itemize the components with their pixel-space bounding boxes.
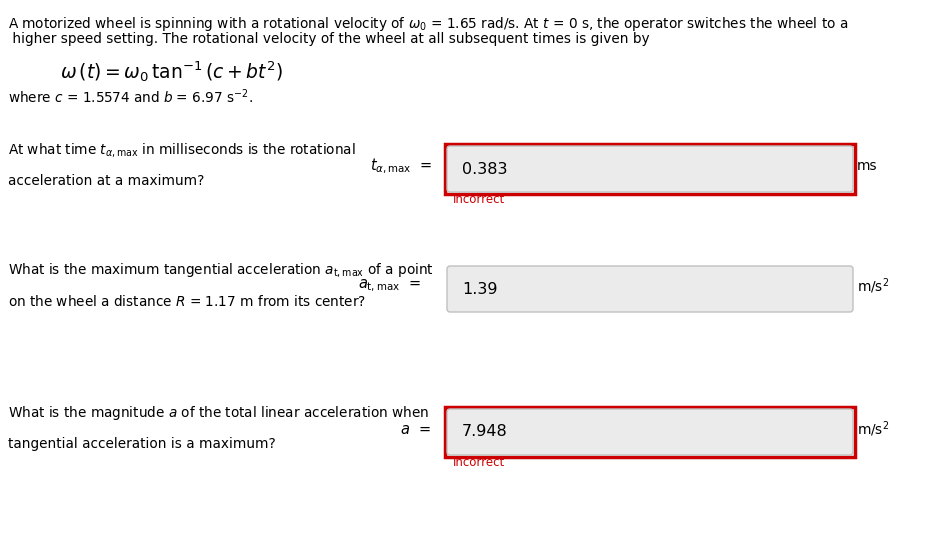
FancyBboxPatch shape: [447, 146, 853, 192]
Text: A motorized wheel is spinning with a rotational velocity of $\omega_0$ = 1.65 ra: A motorized wheel is spinning with a rot…: [8, 15, 848, 33]
Text: acceleration at a maximum?: acceleration at a maximum?: [8, 174, 205, 188]
Text: At what time $t_{\alpha,\mathrm{max}}$ in milliseconds is the rotational: At what time $t_{\alpha,\mathrm{max}}$ i…: [8, 141, 356, 159]
Text: higher speed setting. The rotational velocity of the wheel at all subsequent tim: higher speed setting. The rotational vel…: [8, 32, 650, 46]
Text: $a$  =: $a$ =: [400, 422, 431, 437]
FancyBboxPatch shape: [447, 266, 853, 312]
Text: m/s$^2$: m/s$^2$: [857, 276, 889, 296]
Text: 0.383: 0.383: [462, 162, 507, 177]
Bar: [445, 144, 855, 194]
Text: What is the maximum tangential acceleration $a_{\mathrm{t,max}}$ of a point: What is the maximum tangential accelerat…: [8, 261, 434, 279]
Text: $t_{\alpha,\mathrm{max}}$  =: $t_{\alpha,\mathrm{max}}$ =: [370, 157, 432, 175]
Text: where $c$ = 1.5574 and $b$ = 6.97 s$^{-2}$.: where $c$ = 1.5574 and $b$ = 6.97 s$^{-2…: [8, 87, 253, 106]
Text: $\omega\,(t) = \omega_0\,\tan^{-1}(c + bt^2)$: $\omega\,(t) = \omega_0\,\tan^{-1}(c + b…: [60, 59, 283, 84]
Text: 1.39: 1.39: [462, 281, 498, 296]
Text: 7.948: 7.948: [462, 424, 508, 439]
Text: m/s$^2$: m/s$^2$: [857, 419, 889, 439]
Text: $a_{\mathrm{t,max}}$  =: $a_{\mathrm{t,max}}$ =: [358, 278, 421, 294]
FancyBboxPatch shape: [447, 409, 853, 455]
Text: tangential acceleration is a maximum?: tangential acceleration is a maximum?: [8, 437, 276, 451]
Text: ms: ms: [857, 159, 878, 173]
Text: on the wheel a distance $R$ = 1.17 m from its center?: on the wheel a distance $R$ = 1.17 m fro…: [8, 294, 366, 309]
Text: Incorrect: Incorrect: [453, 456, 505, 469]
Text: What is the magnitude $a$ of the total linear acceleration when: What is the magnitude $a$ of the total l…: [8, 404, 429, 422]
Bar: [445, 407, 855, 457]
Text: Incorrect: Incorrect: [453, 193, 505, 206]
